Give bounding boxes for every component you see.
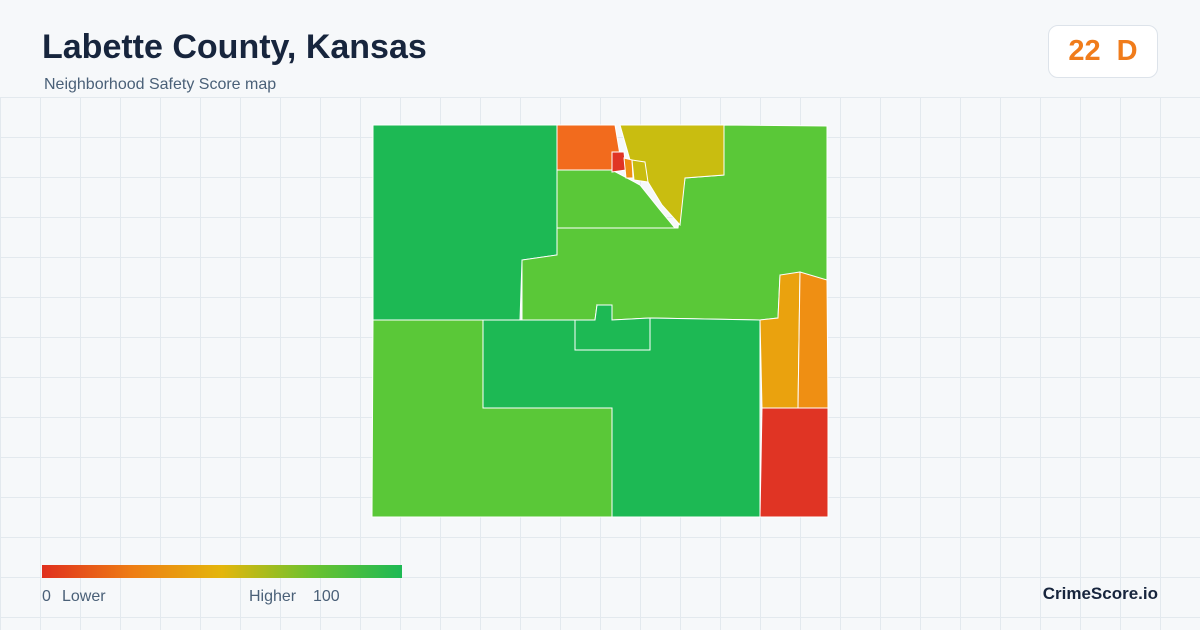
score-grade: D xyxy=(1116,35,1138,67)
legend-gradient xyxy=(42,565,402,578)
legend-max: 100 xyxy=(313,588,340,605)
score-box: 22 D xyxy=(1048,25,1158,78)
region xyxy=(759,407,829,518)
title: Labette County, Kansas xyxy=(42,28,427,66)
score-value: 22 xyxy=(1068,35,1101,67)
region xyxy=(556,124,621,171)
legend-min: 0 xyxy=(42,588,51,605)
legend-min-label: Lower xyxy=(62,588,106,605)
legend-max-label: Higher xyxy=(249,588,297,605)
brand: CrimeScore.io xyxy=(1042,584,1158,603)
subtitle: Neighborhood Safety Score map xyxy=(44,76,277,93)
region xyxy=(623,157,634,179)
region xyxy=(631,159,649,183)
region xyxy=(797,271,829,409)
region xyxy=(574,304,651,351)
